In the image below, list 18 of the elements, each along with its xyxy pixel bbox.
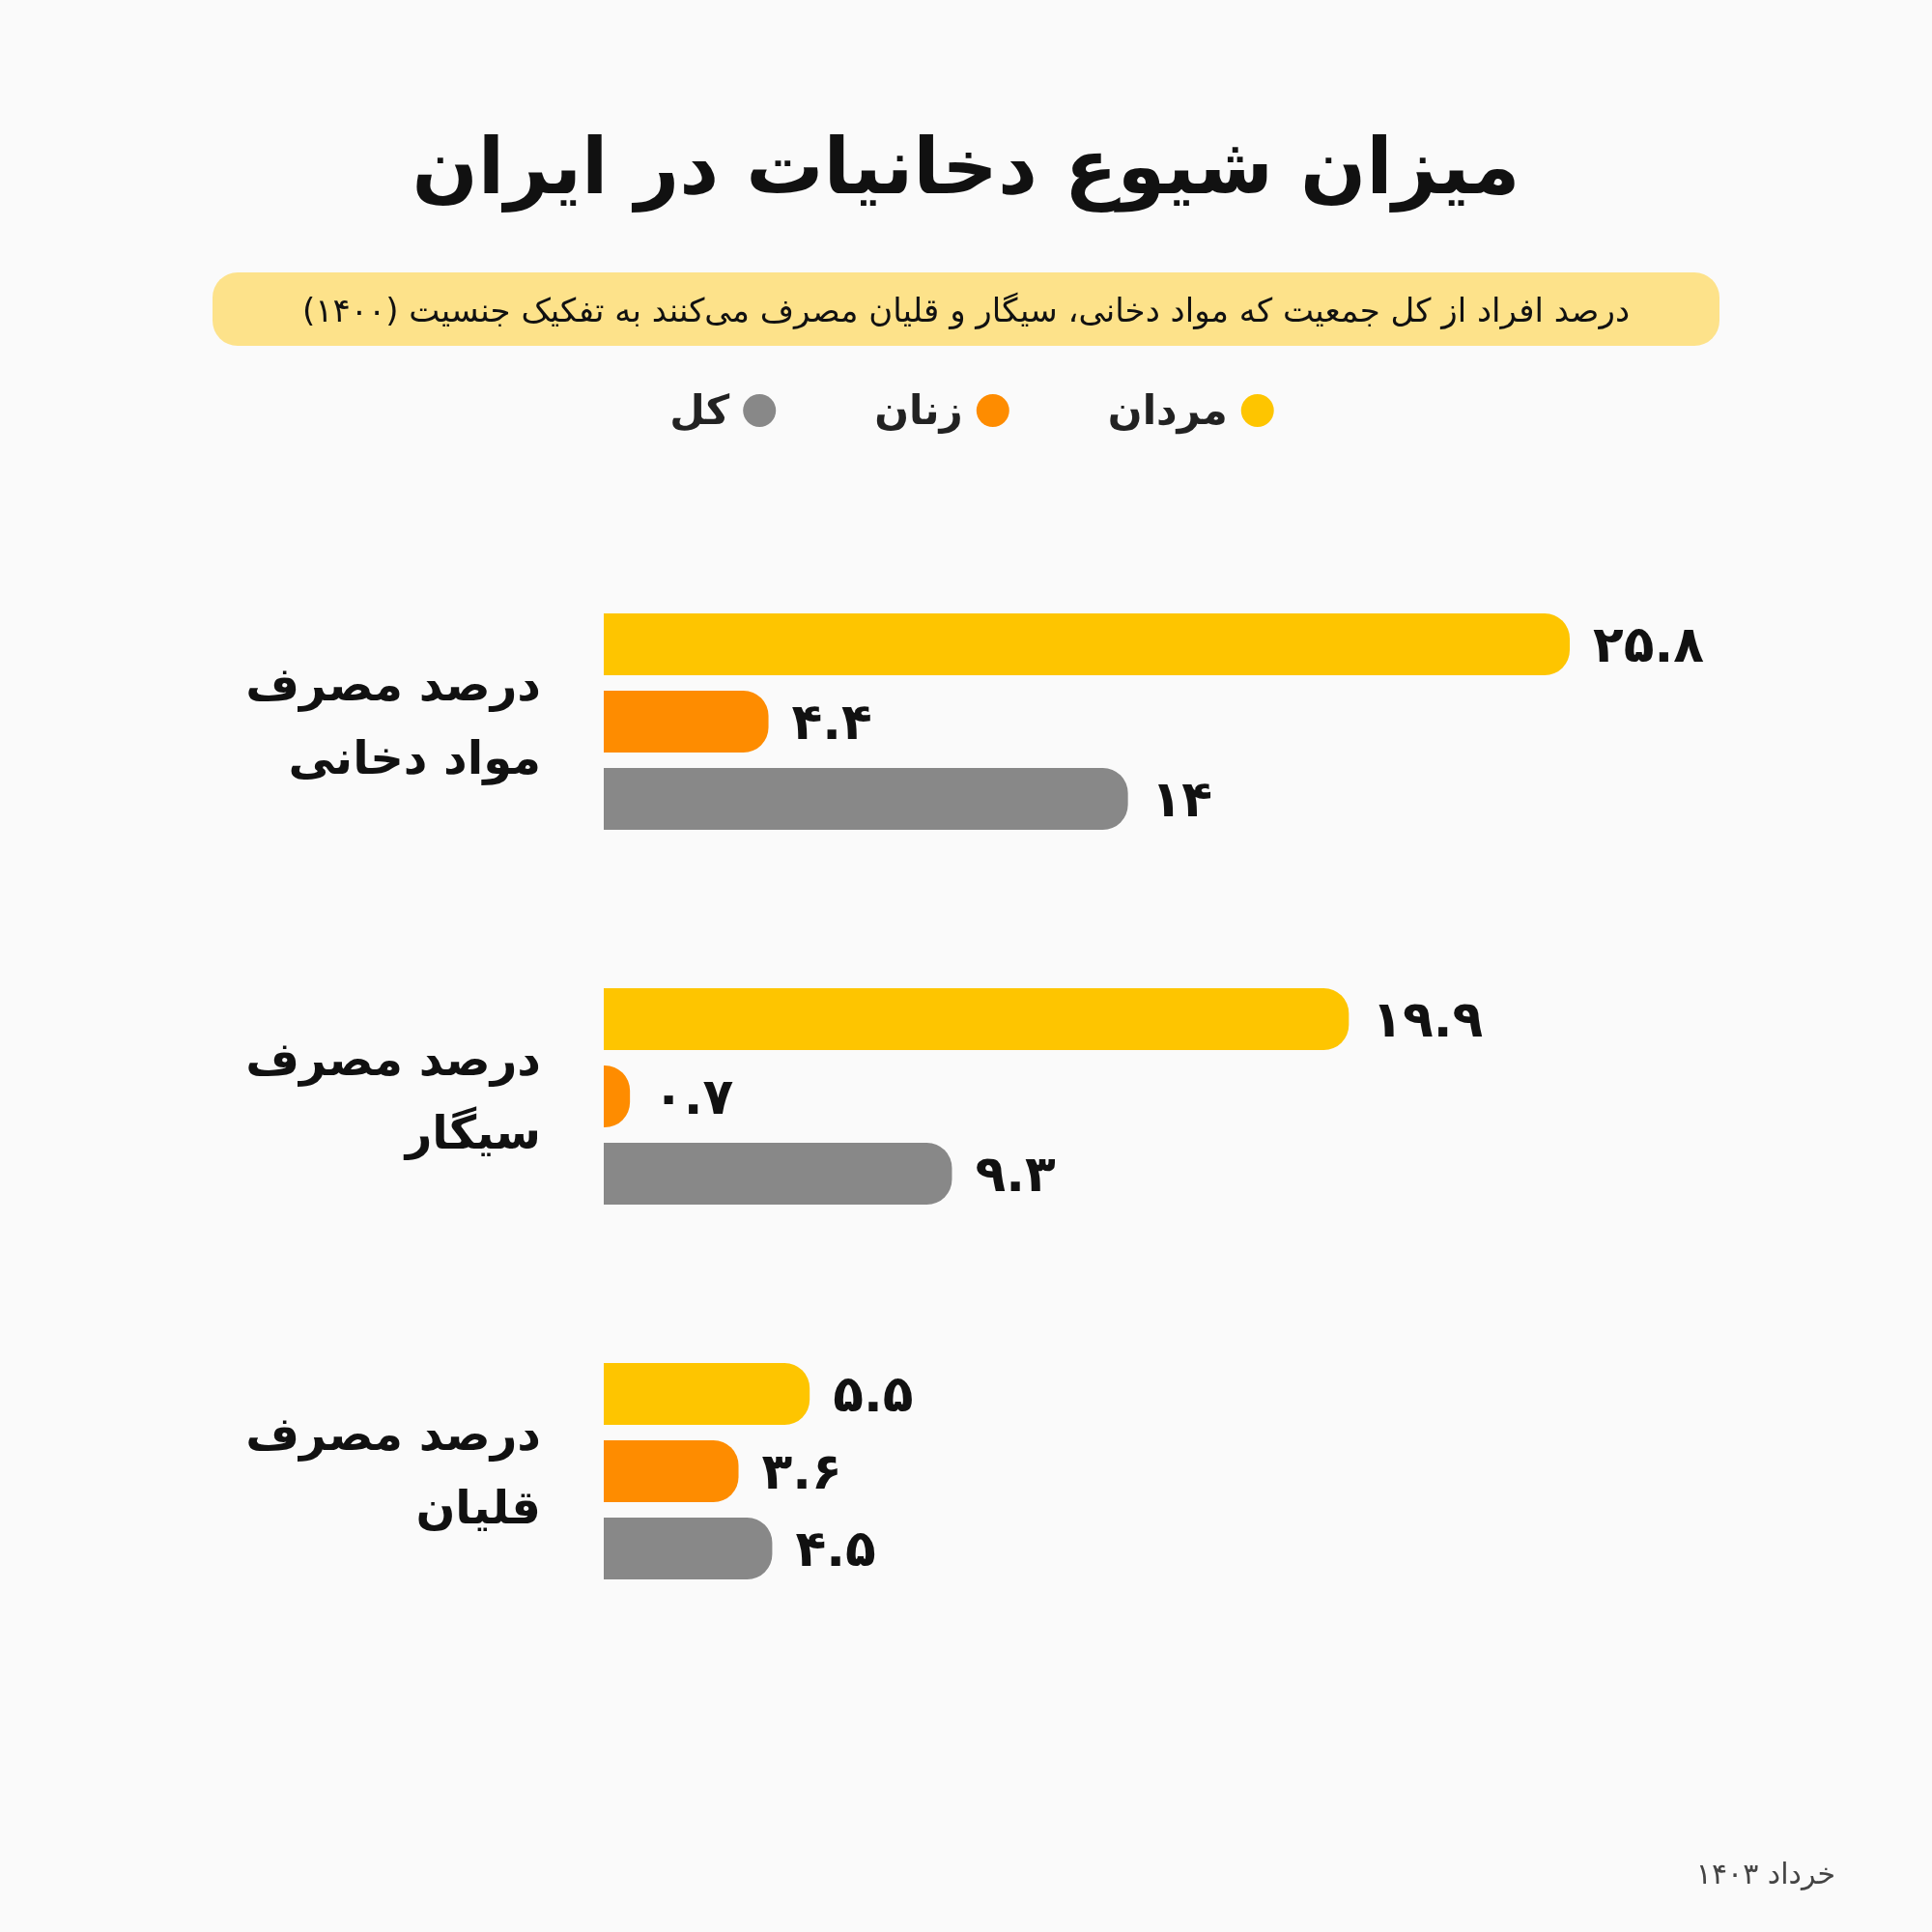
category: درصد مصرف مواد دخانی <box>245 657 541 784</box>
data-label: ۲۵.۸ <box>1593 615 1704 673</box>
legend-label: زنان <box>874 386 963 434</box>
subtitle: درصد افراد از کل جمعیت که مواد دخانی، سیگار و قلیان مصرف می‌کنند به تفکیک جنسیت (۱۴۰۰) <box>301 291 1631 329</box>
legend-label: کل <box>669 386 730 434</box>
data-label: ۳.۶ <box>761 1442 842 1500</box>
data-label: ۹.۳ <box>975 1145 1056 1203</box>
data-label: ۱۴ <box>1151 770 1213 828</box>
category: درصد مصرف قلیان <box>245 1406 541 1534</box>
annotation: خرداد ۱۴۰۳ <box>1695 1857 1835 1890</box>
data-label: ۴.۴ <box>791 693 872 751</box>
data-label: ۰.۷ <box>653 1067 734 1125</box>
data-label: ۴.۵ <box>795 1520 876 1577</box>
title: میزان شیوع دخانیات در ایران <box>412 122 1520 212</box>
data-label: ۱۹.۹ <box>1372 990 1484 1048</box>
legend-label: مردان <box>1107 386 1228 435</box>
data-label: ۵.۵ <box>833 1365 914 1423</box>
category: درصد مصرف سیگار <box>245 1032 541 1159</box>
